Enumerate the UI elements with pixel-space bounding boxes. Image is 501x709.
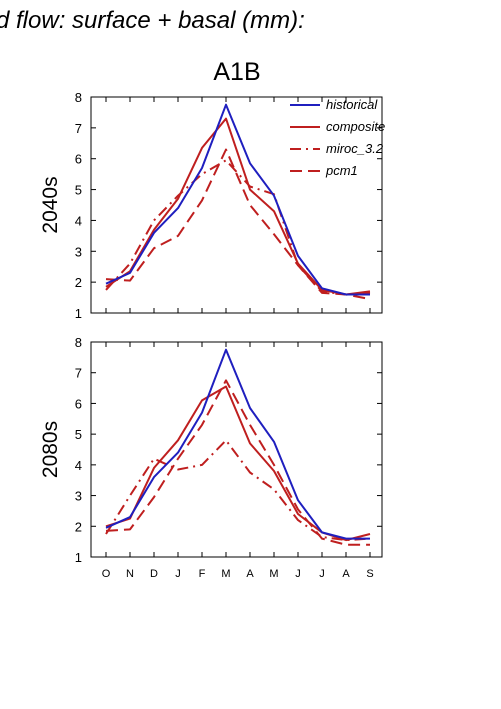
y-tick-label: 6 <box>75 152 82 167</box>
figure-header: d flow: surface + basal (mm): <box>0 7 305 34</box>
y-tick-label: 1 <box>75 550 82 565</box>
series-line-pcm1 <box>105 379 370 546</box>
x-tick-label: D <box>150 568 158 580</box>
panel-2040s: 1 2 3 4 5 6 7 8 2040s historical composite miroc_3.… <box>39 90 385 321</box>
x-tick-label: J <box>295 568 301 580</box>
legend-label: miroc_3.2 <box>326 141 384 156</box>
y-tick-label: 4 <box>75 213 82 228</box>
y-axis-label: 2080s <box>39 421 62 478</box>
y-tick-label: 5 <box>75 183 82 198</box>
legend-label: pcm1 <box>325 163 358 178</box>
x-tick-label: O <box>102 568 111 580</box>
x-tick-label: J <box>175 568 181 580</box>
x-tick-label: F <box>199 568 206 580</box>
legend-label: composite <box>326 119 385 134</box>
y-tick-label: 6 <box>75 396 82 411</box>
series-line-composite <box>105 117 371 296</box>
x-tick-label: J <box>319 568 325 580</box>
x-tick-label: S <box>366 568 373 580</box>
series-line-historical <box>105 103 370 296</box>
panel-2080s: 1 2 3 4 5 6 7 8 O N D J F M A M J J A S 2080s <box>39 335 383 580</box>
series-line-miroc_3.2 <box>105 159 371 296</box>
series-line-pcm1 <box>105 148 371 301</box>
y-tick-label: 2 <box>75 275 82 290</box>
series-line-miroc_3.2 <box>105 439 371 542</box>
x-tick-label: N <box>126 568 134 580</box>
x-tick-label: M <box>221 568 230 580</box>
plot-frame <box>90 96 383 314</box>
x-tick-label: A <box>246 568 254 580</box>
y-tick-label: 3 <box>75 489 82 504</box>
x-tick-label: A <box>342 568 350 580</box>
y-tick-label: 8 <box>75 90 82 105</box>
y-tick-label: 8 <box>75 335 82 350</box>
legend-label: historical <box>326 97 378 112</box>
y-tick-label: 4 <box>75 458 82 473</box>
y-axis-label: 2040s <box>39 176 62 233</box>
series-line-historical <box>105 348 370 540</box>
y-tick-label: 1 <box>75 306 82 321</box>
y-tick-label: 3 <box>75 244 82 259</box>
y-tick-label: 7 <box>75 366 82 381</box>
series-line-composite <box>105 385 371 542</box>
x-tick-label: M <box>269 568 278 580</box>
chart-panels: 1 2 3 4 5 6 7 8 2040s historical composite miroc_3.… <box>39 90 385 580</box>
y-tick-label: 2 <box>75 519 82 534</box>
chart-title: A1B <box>213 58 260 86</box>
y-tick-label: 5 <box>75 427 82 442</box>
y-tick-label: 7 <box>75 121 82 136</box>
plot-frame <box>90 341 383 558</box>
